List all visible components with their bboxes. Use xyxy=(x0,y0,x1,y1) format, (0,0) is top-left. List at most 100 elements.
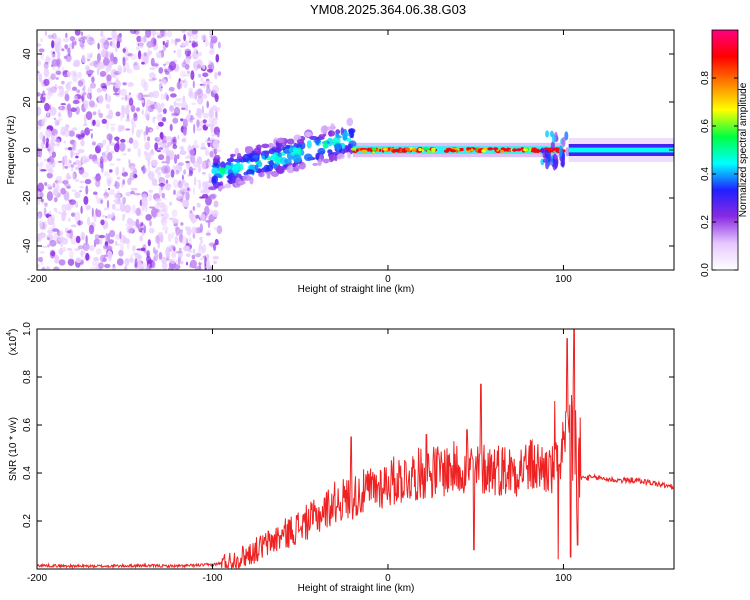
spectrogram-noise-cell xyxy=(209,107,214,114)
spectrogram-noise-cell xyxy=(161,213,164,217)
spectrogram-noise-cell xyxy=(52,151,56,158)
spectrogram-noise-cell xyxy=(127,257,135,263)
spectrogram-noise-cell xyxy=(88,224,95,235)
spectrogram-noise-cell xyxy=(67,47,71,57)
spectrogram-noise-cell xyxy=(121,171,128,177)
spectrogram-noise-cell xyxy=(185,245,191,252)
spectrogram-noise-cell xyxy=(47,34,54,39)
spectrogram-noise-cell xyxy=(80,231,86,241)
spectrogram-noise-cell xyxy=(216,225,223,235)
spectrogram-noise-cell xyxy=(185,191,190,202)
spectrogram-noise-cell xyxy=(91,207,94,218)
spectrogram-noise-cell xyxy=(188,250,193,253)
spectrogram-noise-cell xyxy=(38,232,46,239)
spectrogram-noise-cell xyxy=(191,226,197,235)
spectrogram-noise-cell xyxy=(57,236,65,242)
spectrogram-noise-cell xyxy=(93,191,98,195)
spectrogram-noise-cell xyxy=(166,39,169,45)
spectrogram-noise-cell xyxy=(206,83,210,89)
spectrogram-noise-cell xyxy=(44,182,48,186)
spectrogram-noise-cell xyxy=(104,263,111,269)
y-tick-label: -40 xyxy=(22,238,33,253)
spectrogram-core-cell xyxy=(367,147,370,151)
spectrogram-noise-cell xyxy=(160,102,165,109)
spectrogram-noise-cell xyxy=(83,251,86,255)
spectrogram-noise-cell xyxy=(97,142,104,149)
spectrogram-noise-cell xyxy=(162,108,167,114)
spectrogram-noise-cell xyxy=(174,235,179,245)
spectrogram-noise-cell xyxy=(37,143,40,147)
spectrogram-noise-cell xyxy=(64,44,68,50)
spectrogram-noise-cell xyxy=(180,118,184,122)
spectrogram-ylabel: Frequency (Hz) xyxy=(6,116,17,185)
spectrogram-noise-cell xyxy=(192,33,199,40)
spectrogram-noise-cell xyxy=(165,136,173,142)
spectrogram-noise-cell xyxy=(158,79,162,82)
spectrogram-noise-cell xyxy=(108,255,112,263)
spectrogram-noise-cell xyxy=(186,70,190,74)
spectrogram-core-cell xyxy=(560,160,565,167)
spectrogram-noise-cell xyxy=(84,178,92,185)
spectrogram-noise-cell xyxy=(137,147,141,158)
spectrogram-noise-cell xyxy=(63,74,69,77)
spectrogram-noise-cell xyxy=(91,76,95,83)
spectrogram-noise-cell xyxy=(55,211,62,214)
spectrogram-noise-cell xyxy=(130,190,135,195)
spectrogram-noise-cell xyxy=(124,107,130,115)
spectrogram-band-cell xyxy=(258,171,265,178)
spectrogram-band-cell xyxy=(306,140,312,149)
spectrogram-band-cell xyxy=(275,165,285,174)
spectrogram-noise-cell xyxy=(169,201,173,206)
spectrogram-noise-cell xyxy=(116,258,124,266)
spectrogram-noise-cell xyxy=(205,253,210,261)
spectrogram-noise-cell xyxy=(145,125,149,136)
spectrogram-noise-cell xyxy=(87,129,94,131)
spectrogram-noise-cell xyxy=(212,139,220,150)
spectrogram-noise-cell xyxy=(201,105,204,115)
spectrogram-noise-cell xyxy=(189,36,192,43)
spectrogram-band-cell xyxy=(213,157,218,163)
spectrogram-band-cell xyxy=(334,143,342,150)
spectrogram-noise-cell xyxy=(212,210,219,218)
spectrogram-noise-cell xyxy=(143,81,149,92)
spectrogram-noise-cell xyxy=(63,55,68,60)
spectrogram-noise-cell xyxy=(161,165,168,175)
spectrogram-band-cell xyxy=(277,152,282,158)
spectrogram-core-cell xyxy=(554,158,559,169)
spectrogram-noise-cell xyxy=(82,91,87,96)
spectrogram-noise-cell xyxy=(38,219,43,229)
spectrogram-noise-cell xyxy=(57,50,61,58)
spectrogram-noise-cell xyxy=(188,236,192,246)
spectrogram-noise-cell xyxy=(141,109,144,115)
spectrogram-noise-cell xyxy=(67,103,71,112)
spectrogram-noise-cell xyxy=(143,250,151,254)
spectrogram-band-cell xyxy=(297,147,302,152)
spectrogram-noise-cell xyxy=(198,51,202,57)
spectrogram-noise-cell xyxy=(160,86,163,89)
spectrogram-band-cell xyxy=(265,164,274,172)
spectrogram-noise-cell xyxy=(116,40,121,49)
spectrogram-noise-cell xyxy=(114,79,121,89)
spectrogram-noise-cell xyxy=(39,192,44,199)
spectrogram-noise-cell xyxy=(105,216,108,219)
spectrogram-noise-cell xyxy=(185,57,191,65)
spectrogram-noise-cell xyxy=(165,173,171,179)
spectrogram-noise-cell xyxy=(199,223,203,234)
spectrogram-noise-cell xyxy=(170,169,175,178)
spectrogram-noise-cell xyxy=(214,106,221,113)
spectrogram-noise-cell xyxy=(178,249,184,259)
spectrogram-core-cell xyxy=(531,147,536,151)
spectrogram-band-cell xyxy=(234,147,239,156)
spectrogram-noise-cell xyxy=(93,242,97,248)
spectrogram-noise-cell xyxy=(168,73,172,80)
spectrogram-band-cell xyxy=(303,153,313,162)
spectrogram-noise-cell xyxy=(171,245,176,250)
spectrogram-noise-cell xyxy=(161,216,166,224)
spectrogram-noise-cell xyxy=(200,189,205,194)
spectrogram-noise-cell xyxy=(51,228,60,232)
spectrogram-noise-cell xyxy=(51,40,55,49)
spectrogram-band-cell xyxy=(219,167,226,174)
spectrogram-noise-cell xyxy=(72,61,80,67)
spectrogram-band-cell xyxy=(336,135,342,139)
spectrogram-noise-cell xyxy=(127,177,132,186)
